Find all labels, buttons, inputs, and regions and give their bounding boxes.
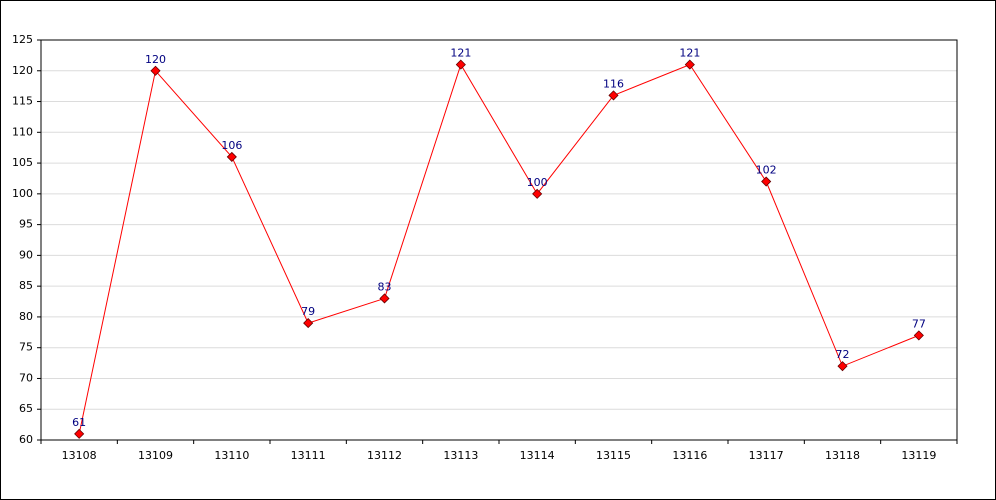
- marker: [455, 59, 466, 70]
- data-label: 100: [527, 176, 548, 189]
- marker: [379, 293, 390, 304]
- marker: [608, 90, 619, 101]
- data-label: 120: [145, 53, 166, 66]
- x-tick-label: 13115: [596, 449, 631, 462]
- data-label: 116: [603, 77, 624, 90]
- x-tick-label: 13116: [672, 449, 707, 462]
- y-tick-label: 105: [12, 156, 33, 169]
- marker: [74, 428, 85, 439]
- data-label: 121: [679, 47, 700, 60]
- x-tick-label: 13111: [291, 449, 326, 462]
- x-tick-label: 13118: [825, 449, 860, 462]
- data-label: 72: [836, 348, 850, 361]
- data-label: 106: [221, 139, 242, 152]
- x-tick-label: 13113: [443, 449, 478, 462]
- marker: [150, 65, 161, 76]
- data-label: 61: [72, 416, 86, 429]
- marker: [226, 151, 237, 162]
- marker: [303, 318, 314, 329]
- y-tick-label: 90: [19, 248, 33, 261]
- y-tick-label: 95: [19, 218, 33, 231]
- x-tick-label: 13114: [520, 449, 555, 462]
- y-tick-label: 75: [19, 341, 33, 354]
- data-label: 79: [301, 305, 315, 318]
- y-tick-label: 100: [12, 187, 33, 200]
- data-label: 77: [912, 317, 926, 330]
- marker: [837, 361, 848, 372]
- marker: [913, 330, 924, 341]
- y-tick-label: 70: [19, 371, 33, 384]
- y-tick-label: 120: [12, 64, 33, 77]
- y-tick-label: 80: [19, 310, 33, 323]
- x-tick-label: 13119: [901, 449, 936, 462]
- x-tick-label: 13109: [138, 449, 173, 462]
- y-tick-label: 110: [12, 125, 33, 138]
- data-label: 121: [450, 47, 471, 60]
- line: [78, 63, 920, 434]
- marker: [532, 188, 543, 199]
- y-tick-label: 85: [19, 279, 33, 292]
- y-tick-label: 65: [19, 402, 33, 415]
- y-tick-label: 115: [12, 95, 33, 108]
- x-tick-label: 13108: [62, 449, 97, 462]
- x-tick-label: 13117: [749, 449, 784, 462]
- x-tick-label: 13110: [214, 449, 249, 462]
- data-label: 102: [756, 164, 777, 177]
- data-label: 83: [378, 280, 392, 293]
- y-tick-label: 125: [12, 33, 33, 46]
- plot-area: [41, 40, 957, 440]
- x-tick-label: 13112: [367, 449, 402, 462]
- y-tick-label: 60: [19, 433, 33, 446]
- marker: [684, 59, 695, 70]
- marker: [761, 176, 772, 187]
